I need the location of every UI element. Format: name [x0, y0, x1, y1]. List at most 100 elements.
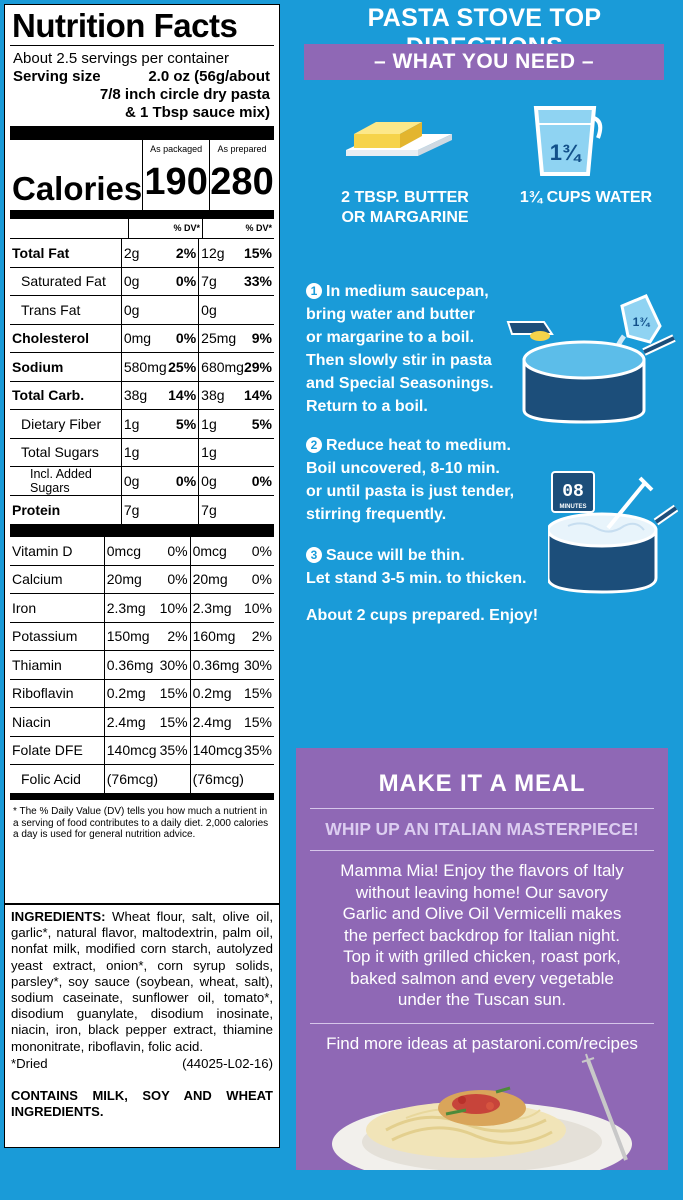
- nutrient-row: Potassium 150mg 2% 160mg 2%: [10, 621, 274, 651]
- nutrient-name: Sodium: [10, 352, 122, 381]
- step-2-line: Boil uncovered, 8-10 min.: [306, 460, 500, 477]
- nutrient-row: Iron 2.3mg 10% 2.3mg 10%: [10, 593, 274, 622]
- servings-per-container: About 2.5 servings per container: [13, 50, 229, 67]
- amount-prepared: 0.2mg: [189, 678, 244, 708]
- step-1-line: bring water and butter: [306, 306, 475, 323]
- step-3-line: Let stand 3-5 min. to thicken.: [306, 570, 527, 587]
- step-1-line: In medium saucepan,: [326, 283, 489, 300]
- calories-packaged: 190: [144, 161, 208, 203]
- step-3-number: 3: [306, 547, 322, 563]
- amount-prepared: 12g: [198, 238, 244, 267]
- amount-prepared: 1g: [198, 409, 244, 438]
- dv-prepared: 15%: [243, 238, 274, 267]
- amount-packaged: (76mcg): [103, 764, 159, 793]
- amount-prepared: 160mg: [189, 621, 244, 651]
- dv-prepared: [243, 437, 274, 467]
- dv-packaged: [166, 437, 199, 467]
- step-1: 1 In medium saucepan, bring water and but…: [306, 280, 494, 418]
- amount-packaged: 20mg: [103, 564, 159, 594]
- nutrient-name: Cholesterol: [10, 323, 122, 353]
- step-2-line: or until pasta is just tender,: [306, 483, 515, 500]
- dv-header-packaged: % DV*: [128, 219, 202, 238]
- serving-size-row: Serving size 2.0 oz (56g/about: [10, 68, 274, 86]
- amount-packaged: 7g: [120, 495, 167, 524]
- dv-prepared: 0%: [243, 466, 274, 496]
- dv-packaged: 15%: [158, 707, 191, 736]
- nutrient-row: Saturated Fat 0g 0% 7g 33%: [10, 266, 274, 296]
- ingredients-label: INGREDIENTS:: [11, 909, 106, 924]
- dv-packaged: 5%: [166, 409, 199, 438]
- calories-packaged-col: As packaged 190: [142, 140, 209, 210]
- amount-packaged: 0mg: [120, 323, 167, 353]
- nutrient-row: Total Carb. 38g 14% 38g 14%: [10, 380, 274, 410]
- step-1-line: or margarine to a boil.: [306, 329, 475, 346]
- nutrient-name: Riboflavin: [10, 678, 105, 708]
- dv-packaged: [166, 495, 199, 524]
- nutrient-row: Folic Acid (76mcg) (76mcg): [10, 764, 274, 793]
- nutrient-row: Cholesterol 0mg 0% 25mg 9%: [10, 323, 274, 353]
- amount-packaged: 2g: [120, 238, 167, 267]
- amount-packaged: 0.36mg: [103, 650, 159, 679]
- calories-prepared: 280: [210, 161, 274, 203]
- dv-prepared: 2%: [243, 621, 274, 651]
- amount-packaged: 580mg: [120, 352, 167, 381]
- step-1-line: Return to a boil.: [306, 398, 428, 415]
- make-it-a-meal-panel: MAKE IT A MEAL WHIP UP AN ITALIAN MASTER…: [296, 748, 668, 1170]
- nutrient-row: Thiamin 0.36mg 30% 0.36mg 30%: [10, 650, 274, 679]
- serving-size-line2: 7/8 inch circle dry pasta: [99, 86, 270, 103]
- meal-subtitle: WHIP UP AN ITALIAN MASTERPIECE!: [325, 819, 639, 839]
- ingredients-panel: INGREDIENTS: Wheat flour, salt, olive oi…: [4, 904, 280, 1148]
- butter-icon: [346, 122, 452, 156]
- dv-packaged: 10%: [158, 593, 191, 622]
- nutrient-table: Total Fat 2g 2% 12g 15% Saturated Fat 0g 0% 7g 33…: [10, 238, 274, 524]
- serving-size-label: Serving size: [13, 68, 101, 85]
- nutrient-name: Dietary Fiber: [10, 409, 122, 438]
- meal-description-line: Top it with grilled chicken, roast pork,: [343, 947, 621, 966]
- butter-label-line1: 2 TBSP. BUTTER: [341, 189, 469, 206]
- medium-divider: [10, 524, 274, 536]
- dv-header-row: % DV* % DV*: [10, 218, 274, 238]
- step-1-line: and Special Seasonings.: [306, 375, 494, 392]
- dried-note: *Dried: [11, 1055, 48, 1071]
- dv-packaged: 0%: [166, 266, 199, 296]
- amount-packaged: 0g: [120, 466, 167, 496]
- divider: [10, 45, 274, 46]
- serving-size-line3: & 1 Tbsp sauce mix): [124, 104, 270, 121]
- meal-description-line: Mamma Mia! Enjoy the flavors of Italy: [340, 861, 624, 880]
- amount-prepared: 20mg: [189, 564, 244, 594]
- vitamin-table: Vitamin D 0mcg 0% 0mcg 0% Calcium 20mg 0% 20mg 0%…: [10, 536, 274, 793]
- divider: [310, 850, 654, 851]
- step-2-line: Reduce heat to medium.: [326, 437, 511, 454]
- medium-divider: [10, 793, 274, 799]
- water-label: 1¾ CUPS WATER: [519, 189, 653, 206]
- dv-footnote: * The % Daily Value (DV) tells you how m…: [10, 799, 274, 845]
- dv-prepared: 5%: [243, 409, 274, 438]
- step-2-number: 2: [306, 437, 322, 453]
- amount-prepared: 2.3mg: [189, 593, 244, 622]
- butter-label-line2: OR MARGARINE: [341, 209, 469, 226]
- dv-prepared: 15%: [243, 678, 274, 708]
- step-3-line: Sauce will be thin.: [326, 547, 465, 564]
- ingredients-text: INGREDIENTS: Wheat flour, salt, olive oi…: [11, 909, 273, 1055]
- prepared-yield-note: About 2 cups prepared. Enjoy!: [306, 607, 539, 624]
- timer-digits: 08: [562, 482, 584, 502]
- amount-prepared: 0mcg: [189, 536, 244, 565]
- serving-size-value: 2.0 oz (56g/about: [148, 68, 270, 85]
- dv-prepared: [243, 764, 274, 793]
- step-2-line: stirring frequently.: [306, 506, 447, 523]
- dv-packaged: 15%: [158, 678, 191, 708]
- nutrient-name: Protein: [10, 495, 122, 524]
- nutrient-name: Niacin: [10, 707, 105, 736]
- dv-prepared: 9%: [243, 323, 274, 353]
- amount-packaged: 0mcg: [103, 536, 159, 565]
- amount-packaged: 0.2mg: [103, 678, 159, 708]
- nutrient-row: Total Sugars 1g 1g: [10, 437, 274, 467]
- amount-prepared: 7g: [198, 495, 244, 524]
- nutrient-name: Potassium: [10, 621, 105, 651]
- dv-prepared: 0%: [243, 536, 274, 565]
- amount-prepared: 25mg: [198, 323, 244, 353]
- dv-packaged: 14%: [166, 380, 199, 410]
- nutrient-name: Thiamin: [10, 650, 105, 679]
- pour-cup-label: 1¾: [633, 315, 651, 329]
- meal-description-line: baked salmon and every vegetable: [350, 968, 614, 988]
